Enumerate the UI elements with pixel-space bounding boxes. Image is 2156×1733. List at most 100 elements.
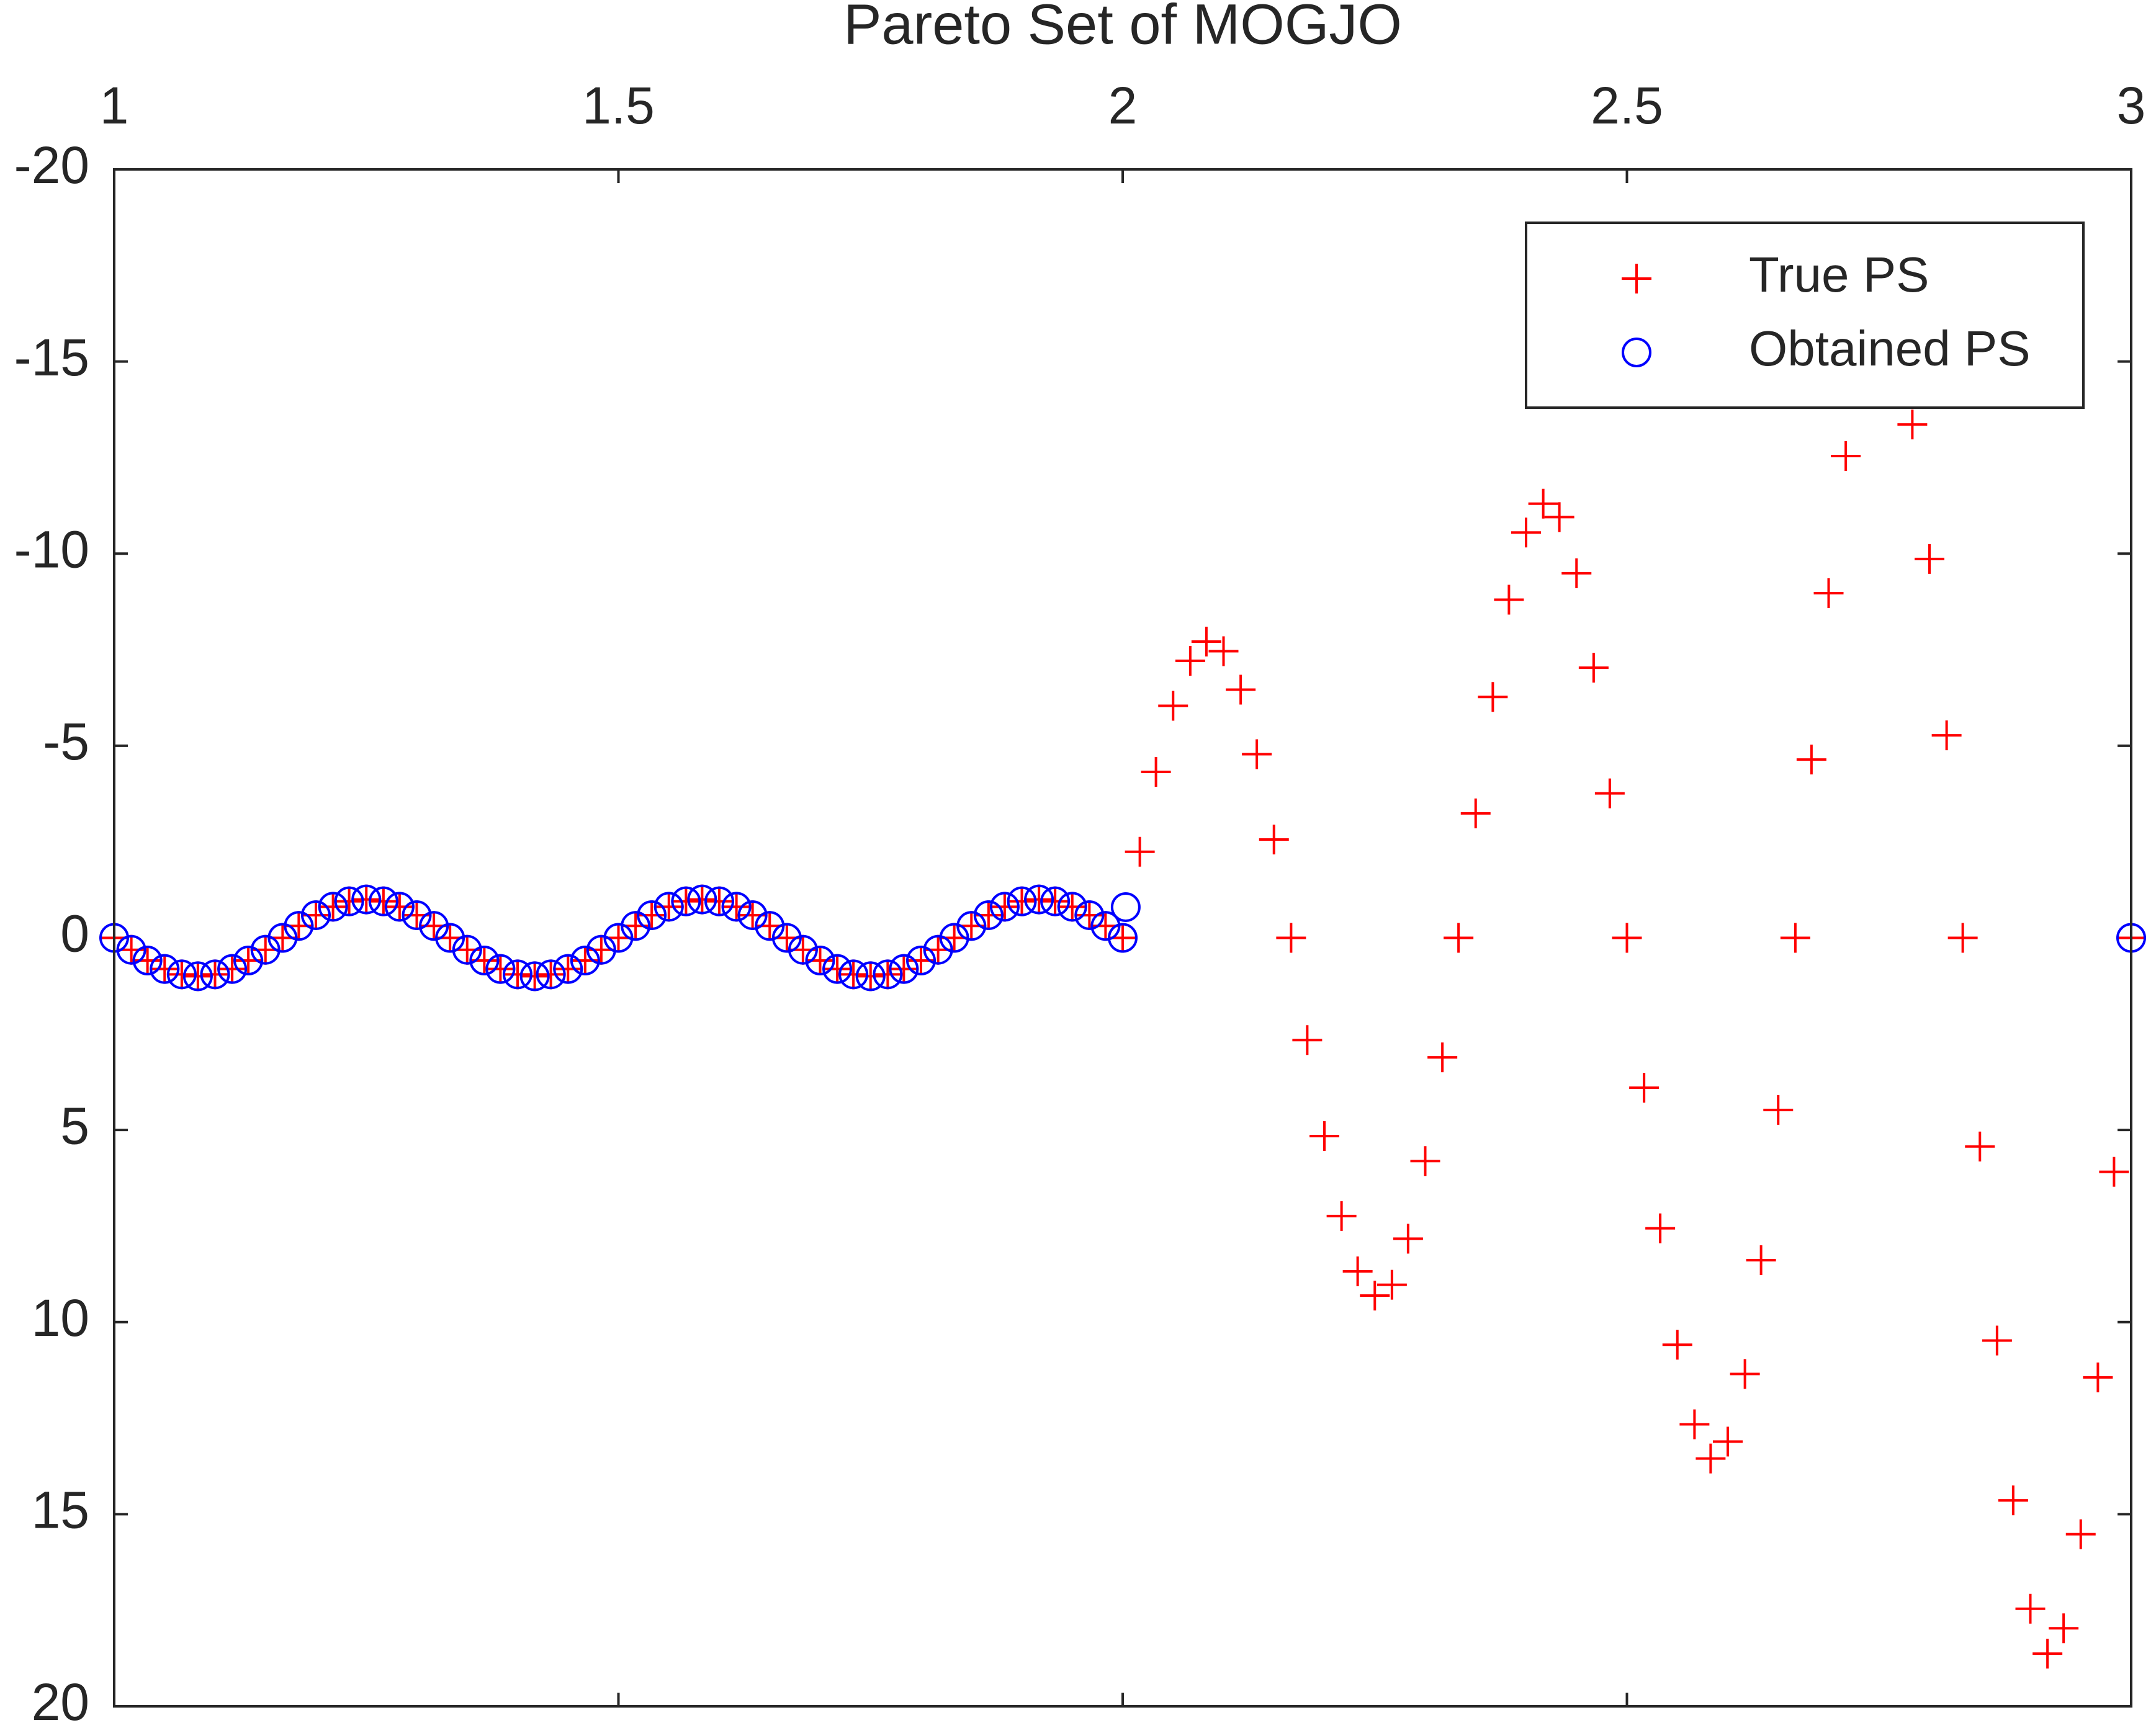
plus-marker xyxy=(1998,1485,2028,1516)
circle-marker xyxy=(368,886,398,916)
plus-marker xyxy=(704,886,734,916)
circle-marker xyxy=(654,892,684,922)
circle-marker xyxy=(469,946,500,976)
plus-marker xyxy=(1561,558,1592,588)
circle-marker xyxy=(536,959,566,990)
plus-marker xyxy=(654,892,684,922)
circle-marker xyxy=(704,886,734,916)
plus-marker xyxy=(1713,1426,1743,1457)
circle-marker xyxy=(452,934,482,965)
x-tick-label: 2.5 xyxy=(1591,76,1663,135)
circle-marker xyxy=(1108,923,1138,953)
plus-marker xyxy=(1831,441,1861,471)
plus-marker xyxy=(1444,923,1474,953)
circle-marker xyxy=(721,892,752,922)
y-tick-label: 5 xyxy=(60,1096,89,1155)
plus-marker xyxy=(838,959,869,990)
legend-marker xyxy=(1622,264,1651,293)
plus-marker xyxy=(200,959,230,990)
plus-marker xyxy=(1931,720,1962,751)
plus-marker xyxy=(2065,1519,2096,1549)
circle-marker xyxy=(771,923,802,953)
circle-marker xyxy=(384,892,415,922)
plus-marker xyxy=(334,886,364,916)
circle-marker xyxy=(1074,900,1105,930)
circle-marker xyxy=(182,961,213,992)
circle-marker xyxy=(923,934,953,965)
plus-marker xyxy=(1612,923,1642,953)
circle-marker xyxy=(503,959,532,990)
plus-marker xyxy=(519,961,550,992)
y-tick-label: -15 xyxy=(14,328,89,387)
y-tick-label: 20 xyxy=(32,1673,89,1731)
legend-label: Obtained PS xyxy=(1749,321,2031,376)
plus-marker xyxy=(1494,584,1524,615)
plus-marker xyxy=(1276,923,1306,953)
circle-marker xyxy=(889,954,919,984)
circle-marker xyxy=(200,959,230,990)
plus-marker xyxy=(1309,1121,1339,1152)
plus-marker xyxy=(1040,886,1071,916)
plus-marker xyxy=(1730,1359,1760,1389)
plus-marker xyxy=(855,961,886,992)
plus-marker xyxy=(485,954,516,984)
y-tick-label: -10 xyxy=(14,520,89,578)
plus-marker xyxy=(1915,544,1944,574)
circle-marker xyxy=(1040,886,1071,916)
plus-marker xyxy=(1393,1224,1423,1254)
plus-marker xyxy=(1226,674,1256,705)
plus-marker xyxy=(1965,1131,1995,1162)
circle-marker xyxy=(435,923,465,953)
plus-marker xyxy=(1242,739,1272,769)
circle-marker xyxy=(1057,892,1087,922)
plus-marker xyxy=(1780,923,1810,953)
circle-marker xyxy=(788,934,818,965)
plus-marker xyxy=(384,892,415,922)
circle-marker xyxy=(687,884,717,915)
y-tick-label: 10 xyxy=(32,1289,89,1347)
y-tick-label: 0 xyxy=(60,905,89,963)
plus-marker xyxy=(1158,691,1188,721)
plus-marker xyxy=(637,900,667,930)
circle-marker xyxy=(755,911,785,941)
circle-marker xyxy=(822,954,853,984)
circle-marker xyxy=(116,934,146,965)
plus-marker xyxy=(1141,756,1171,787)
plus-marker xyxy=(989,892,1020,922)
plus-marker xyxy=(1478,682,1508,712)
plus-marker xyxy=(2099,1157,2129,1187)
plus-marker xyxy=(1528,488,1558,519)
circle-marker xyxy=(603,923,634,953)
plus-marker xyxy=(1796,745,1826,775)
x-tick-label: 1 xyxy=(100,76,129,135)
plus-marker xyxy=(873,959,903,990)
plus-marker xyxy=(687,884,717,915)
circle-marker xyxy=(150,954,180,984)
plus-marker xyxy=(1326,1201,1357,1231)
legend-label: True PS xyxy=(1749,247,1929,302)
plus-marker xyxy=(503,959,532,990)
plus-marker xyxy=(1594,778,1625,808)
circle-marker xyxy=(267,923,298,953)
circle-marker xyxy=(301,900,331,930)
plus-marker xyxy=(1460,798,1491,828)
plus-marker xyxy=(1679,1409,1710,1440)
circle-marker xyxy=(318,892,348,922)
plus-marker xyxy=(1007,886,1037,916)
circle-marker xyxy=(402,900,432,930)
plus-marker xyxy=(1662,1330,1692,1360)
plus-marker xyxy=(671,886,701,916)
plus-marker xyxy=(822,954,853,984)
circle-marker xyxy=(419,911,449,941)
plus-marker xyxy=(368,886,398,916)
plus-marker xyxy=(1057,892,1087,922)
plus-marker xyxy=(721,892,752,922)
plus-marker xyxy=(1427,1042,1458,1073)
plus-marker xyxy=(1645,1213,1676,1243)
circle-marker xyxy=(284,911,314,941)
circle-marker xyxy=(570,946,600,976)
plus-marker xyxy=(1360,1281,1390,1311)
circle-marker xyxy=(250,934,281,965)
plus-marker xyxy=(1696,1443,1726,1474)
